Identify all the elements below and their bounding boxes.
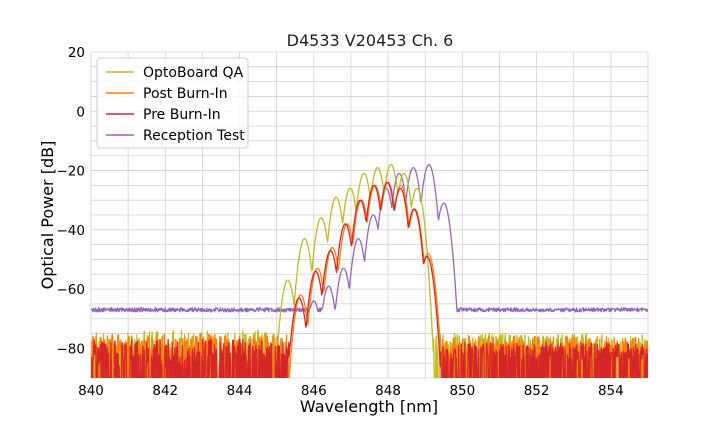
y-tick-label: −20 <box>57 164 86 180</box>
x-tick-label: 852 <box>524 383 550 399</box>
y-tick-label: −80 <box>57 341 86 357</box>
x-tick-label: 854 <box>598 383 624 399</box>
legend-box <box>96 57 249 149</box>
y-axis-label: Optical Power [dB] <box>38 141 57 290</box>
legend-label: Pre Burn-In <box>143 107 221 123</box>
x-tick-label: 846 <box>301 383 327 399</box>
y-tick-label: 0 <box>76 104 85 120</box>
x-tick-label: 844 <box>227 383 253 399</box>
series-line-pre-burn-in <box>91 181 648 378</box>
legend-label: OptoBoard QA <box>143 65 244 81</box>
y-tick-label: −40 <box>57 223 86 239</box>
x-tick-label: 840 <box>78 383 104 399</box>
x-tick-label: 850 <box>449 383 475 399</box>
legend-label: Reception Test <box>143 128 245 144</box>
tick-labels: 840 842 844 846 848 850 852 854 −80 −60 −40 −20 0 20 <box>57 45 624 399</box>
x-tick-label: 848 <box>375 383 401 399</box>
legend-label: Post Burn-In <box>143 86 228 102</box>
y-tick-label: 20 <box>68 45 85 61</box>
series-line-reception-test <box>91 163 648 313</box>
series-layer <box>91 163 648 378</box>
legend: OptoBoard QA Post Burn-In Pre Burn-In Recep… <box>96 57 249 149</box>
x-tick-label: 842 <box>152 383 178 399</box>
x-axis-label: Wavelength [nm] <box>300 397 438 416</box>
y-tick-label: −60 <box>57 282 86 298</box>
chart-title: D4533 V20453 Ch. 6 <box>287 31 454 50</box>
